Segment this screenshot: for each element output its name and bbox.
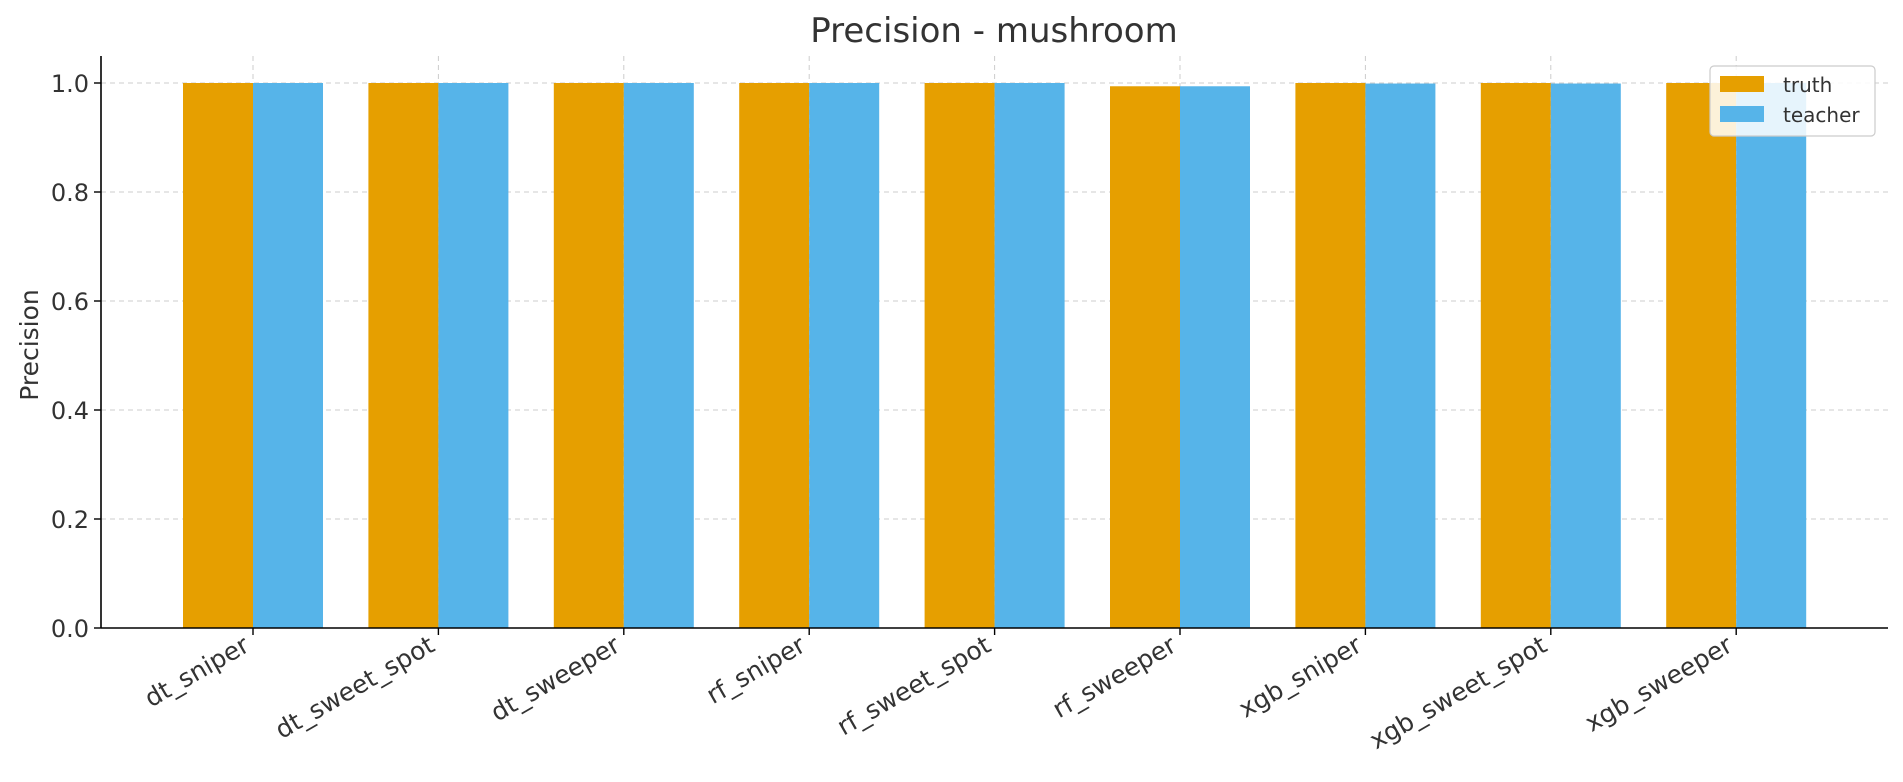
axes [94,56,1888,635]
legend-label-teacher: teacher [1783,103,1860,127]
x-tick-label: dt_sweeper [486,630,626,727]
bar-truth-rf_sniper [739,83,810,628]
y-tick-label: 0.8 [51,179,89,207]
bar-truth-xgb_sweeper [1666,83,1737,628]
chart-title: Precision - mushroom [810,11,1177,51]
bar-truth-dt_sweeper [553,83,624,628]
bar-teacher-xgb_sweeper [1736,83,1807,628]
x-tick-label: rf_sweeper [1048,630,1182,724]
legend-swatch-teacher [1720,106,1764,122]
x-tick-label: xgb_sweet_spot [1364,630,1551,755]
bar-truth-xgb_sweet_spot [1480,83,1551,628]
legend: truth teacher [1709,65,1876,137]
x-tick-label: xgb_sweeper [1580,630,1738,738]
y-tick-label: 0.0 [51,615,89,643]
bar-teacher-rf_sweet_spot [994,83,1065,628]
y-tick-label: 1.0 [51,70,89,98]
bar-teacher-dt_sweet_spot [438,83,509,628]
bar-teacher-rf_sweeper [1180,86,1250,628]
bar-teacher-xgb_sniper [1365,83,1436,629]
bar-teacher-dt_sniper [253,83,323,628]
x-tick-label: dt_sweet_spot [270,630,439,745]
bar-teacher-rf_sniper [809,83,880,628]
y-axis-label: Precision [15,289,44,401]
bar-truth-rf_sweeper [1110,86,1180,628]
y-tick-label: 0.2 [51,506,89,534]
x-tick-label: rf_sweet_spot [832,630,996,741]
legend-label-truth: truth [1783,73,1832,97]
x-tick-label: dt_sniper [139,630,254,713]
bar-truth-dt_sniper [183,83,253,628]
x-tick-label: rf_sniper [701,630,810,710]
legend-swatch-truth [1720,76,1764,92]
y-tick-label: 0.6 [51,288,89,316]
bars [183,83,1807,629]
bar-teacher-xgb_sweet_spot [1550,83,1621,629]
bar-truth-xgb_sniper [1295,83,1366,628]
bar-truth-rf_sweet_spot [924,83,995,628]
bar-teacher-dt_sweeper [623,83,694,628]
bar-truth-dt_sweet_spot [368,83,439,628]
y-tick-label: 0.4 [51,397,89,425]
x-tick-label: xgb_sniper [1234,630,1367,724]
